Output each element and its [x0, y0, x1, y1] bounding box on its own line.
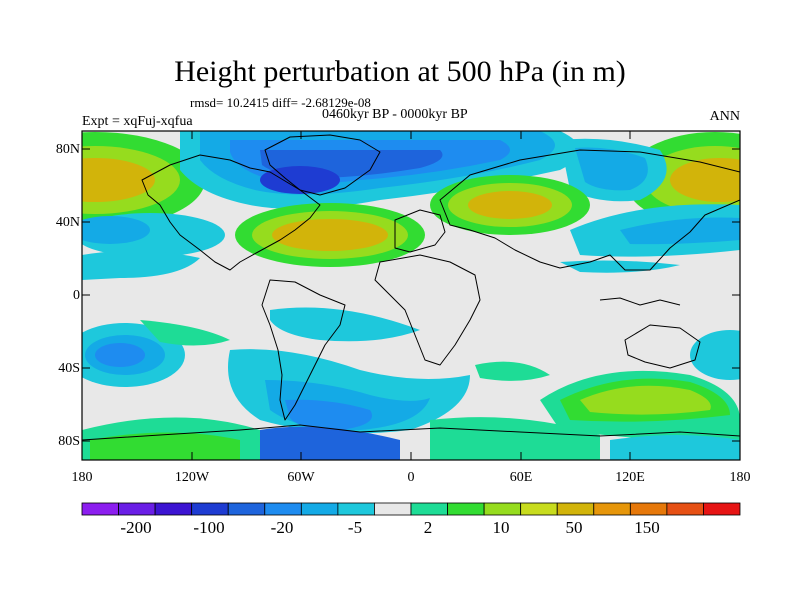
lat-label: 80S	[58, 434, 80, 449]
colorbar-label: -20	[270, 518, 294, 537]
colorbar-label: 2	[423, 518, 433, 537]
colorbar-swatch	[118, 502, 156, 516]
colorbar-swatch	[629, 502, 668, 516]
colorbar-swatch	[81, 502, 119, 516]
lon-label: 0	[407, 470, 415, 485]
colorbar-label: 10	[492, 518, 510, 537]
colorbar-swatch	[520, 502, 558, 516]
colorbar-swatch	[410, 502, 448, 516]
colorbar-swatch	[374, 502, 412, 516]
lat-label: 40N	[55, 215, 80, 230]
colorbar-label: 150	[634, 518, 660, 537]
colorbar-swatch	[227, 502, 266, 516]
colorbar-swatch	[447, 502, 485, 516]
contour-field	[82, 131, 740, 460]
rmsd-diff-stats: rmsd= 10.2415 diff= -2.68129e-08	[190, 95, 371, 110]
colorbar-swatch	[264, 502, 302, 516]
lon-label: 180	[71, 470, 93, 485]
lat-label: 40S	[58, 361, 80, 376]
lon-label: 60E	[509, 470, 533, 485]
colorbar-swatch	[703, 502, 741, 516]
lon-label: 120W	[174, 470, 210, 485]
lon-label: 180	[729, 470, 751, 485]
colorbar-label: -5	[347, 518, 363, 537]
colorbar-swatch	[483, 502, 522, 516]
lat-label: 0	[73, 288, 80, 303]
lat-label: 80N	[55, 142, 80, 157]
season-label: ANN	[709, 109, 740, 124]
lon-label: 120E	[615, 470, 645, 485]
colorbar-swatch	[556, 502, 595, 516]
colorbar	[81, 502, 741, 516]
axis-ticks	[82, 131, 740, 460]
coastlines	[82, 134, 740, 441]
colorbar-swatch	[300, 502, 339, 516]
map-title: Height perturbation at 500 hPa (in m)	[174, 55, 626, 88]
colorbar-label: -200	[120, 518, 152, 537]
experiment-label: Expt = xqFuj-xqfua	[82, 114, 193, 129]
colorbar-swatch	[666, 502, 704, 516]
time-period-label: 0460kyr BP - 0000kyr BP	[322, 107, 468, 122]
colorbar-swatch	[191, 502, 229, 516]
lon-label: 60W	[287, 470, 315, 485]
colorbar-label: 50	[565, 518, 583, 537]
colorbar-swatch	[593, 502, 631, 516]
colorbar-swatch	[337, 502, 375, 516]
colorbar-swatch	[154, 502, 193, 516]
colorbar-label: -100	[193, 518, 225, 537]
